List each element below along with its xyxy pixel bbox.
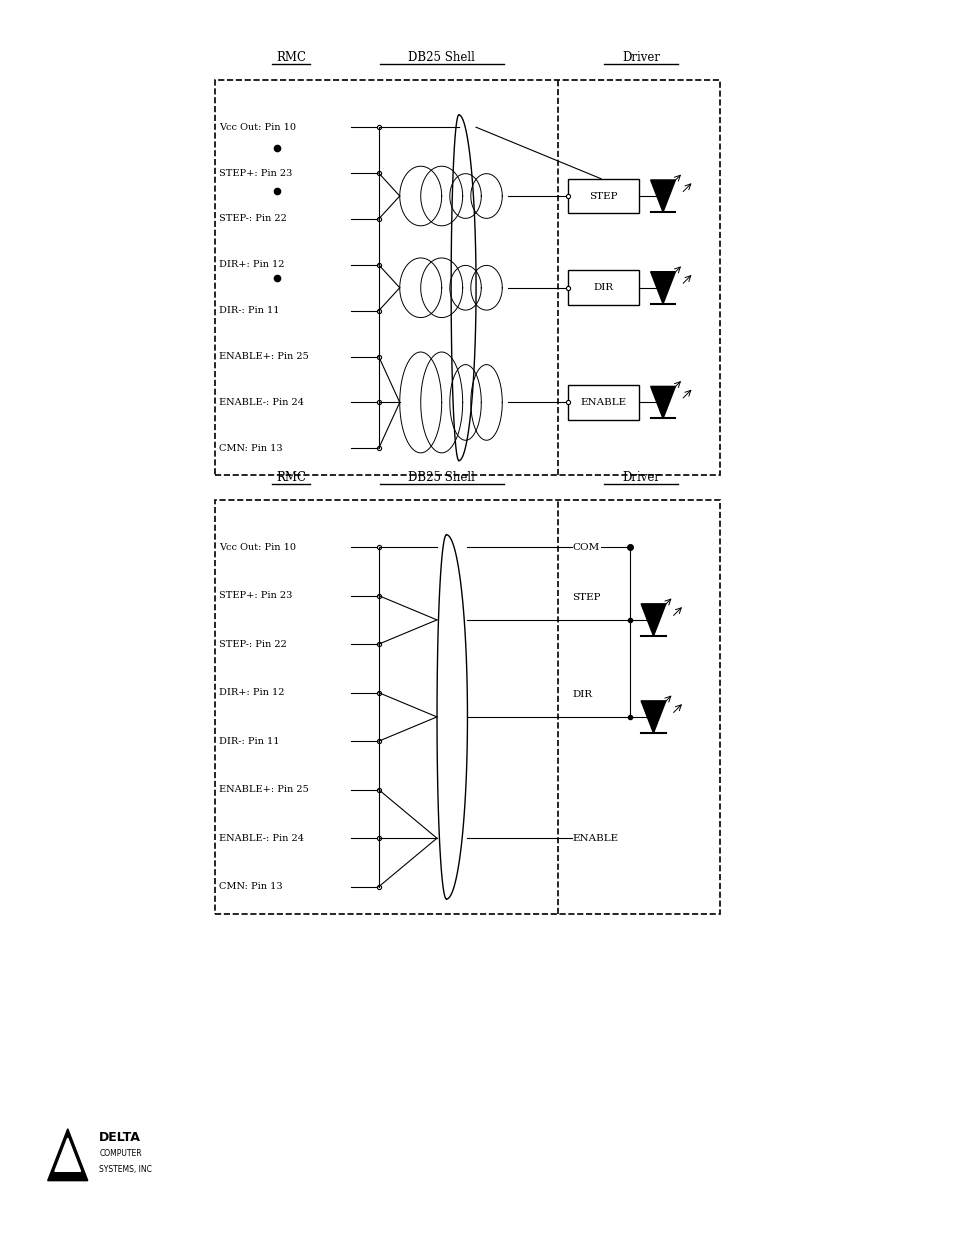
Text: COMPUTER: COMPUTER <box>99 1149 142 1158</box>
Text: STEP+: Pin 23: STEP+: Pin 23 <box>219 592 293 600</box>
Text: Driver: Driver <box>621 51 659 64</box>
Polygon shape <box>640 701 665 734</box>
Polygon shape <box>55 1139 80 1171</box>
Text: DELTA: DELTA <box>99 1131 141 1144</box>
Text: DIR-: Pin 11: DIR-: Pin 11 <box>219 306 279 315</box>
Text: STEP: STEP <box>589 191 617 200</box>
Text: ENABLE+: Pin 25: ENABLE+: Pin 25 <box>219 352 309 361</box>
Polygon shape <box>640 604 665 636</box>
Bar <box>567 385 639 420</box>
Text: SYSTEMS, INC: SYSTEMS, INC <box>99 1165 152 1174</box>
Bar <box>567 270 639 305</box>
Text: Vcc Out: Pin 10: Vcc Out: Pin 10 <box>219 122 296 132</box>
Text: DIR+: Pin 12: DIR+: Pin 12 <box>219 261 285 269</box>
Text: RMC: RMC <box>275 51 306 64</box>
Text: ENABLE: ENABLE <box>579 398 626 408</box>
Text: DIR: DIR <box>593 283 613 293</box>
Text: Vcc Out: Pin 10: Vcc Out: Pin 10 <box>219 542 296 552</box>
Text: DIR+: Pin 12: DIR+: Pin 12 <box>219 688 285 698</box>
Text: STEP+: Pin 23: STEP+: Pin 23 <box>219 168 293 178</box>
Text: STEP-: Pin 22: STEP-: Pin 22 <box>219 215 287 224</box>
Text: ENABLE-: Pin 24: ENABLE-: Pin 24 <box>219 834 304 842</box>
Polygon shape <box>650 387 675 419</box>
Text: DIR: DIR <box>572 690 592 699</box>
Text: COM: COM <box>572 542 599 552</box>
Text: DIR-: Pin 11: DIR-: Pin 11 <box>219 736 279 746</box>
Text: Driver: Driver <box>621 471 659 484</box>
Text: DB25 Shell: DB25 Shell <box>408 471 475 484</box>
Text: ENABLE+: Pin 25: ENABLE+: Pin 25 <box>219 785 309 794</box>
Polygon shape <box>650 272 675 304</box>
Polygon shape <box>48 1129 88 1181</box>
Text: STEP-: Pin 22: STEP-: Pin 22 <box>219 640 287 648</box>
Text: STEP: STEP <box>572 593 600 603</box>
Text: RMC: RMC <box>275 471 306 484</box>
Text: CMN: Pin 13: CMN: Pin 13 <box>219 882 283 892</box>
Polygon shape <box>650 180 675 212</box>
Text: ENABLE: ENABLE <box>572 834 618 842</box>
Bar <box>567 179 639 214</box>
Text: ENABLE-: Pin 24: ENABLE-: Pin 24 <box>219 398 304 408</box>
Text: DB25 Shell: DB25 Shell <box>408 51 475 64</box>
Text: CMN: Pin 13: CMN: Pin 13 <box>219 443 283 453</box>
